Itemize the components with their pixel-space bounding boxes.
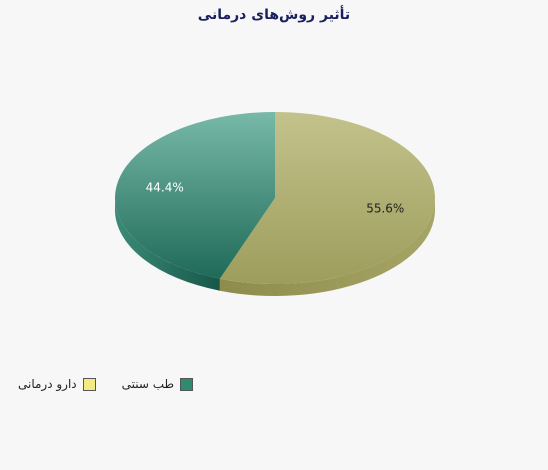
legend-label: دارو درمانی [18, 377, 77, 391]
pie-slice[interactable] [219, 112, 436, 284]
legend-label: طب سنتی [121, 377, 175, 391]
legend: طب سنتی دارو درمانی [18, 377, 194, 391]
legend-item-traditional[interactable]: طب سنتی [121, 377, 194, 391]
legend-swatch [82, 377, 96, 391]
pie-slice-side [219, 198, 435, 296]
pie-slice[interactable] [115, 112, 275, 279]
legend-item-drug-therapy[interactable]: دارو درمانی [18, 377, 96, 391]
data-label: 44.4% [146, 180, 184, 194]
data-label: 55.6% [366, 202, 404, 216]
chart-title: تأثیر روش‌های درمانی [197, 7, 351, 23]
pie-slice-side [115, 198, 220, 291]
legend-swatch [180, 377, 194, 391]
